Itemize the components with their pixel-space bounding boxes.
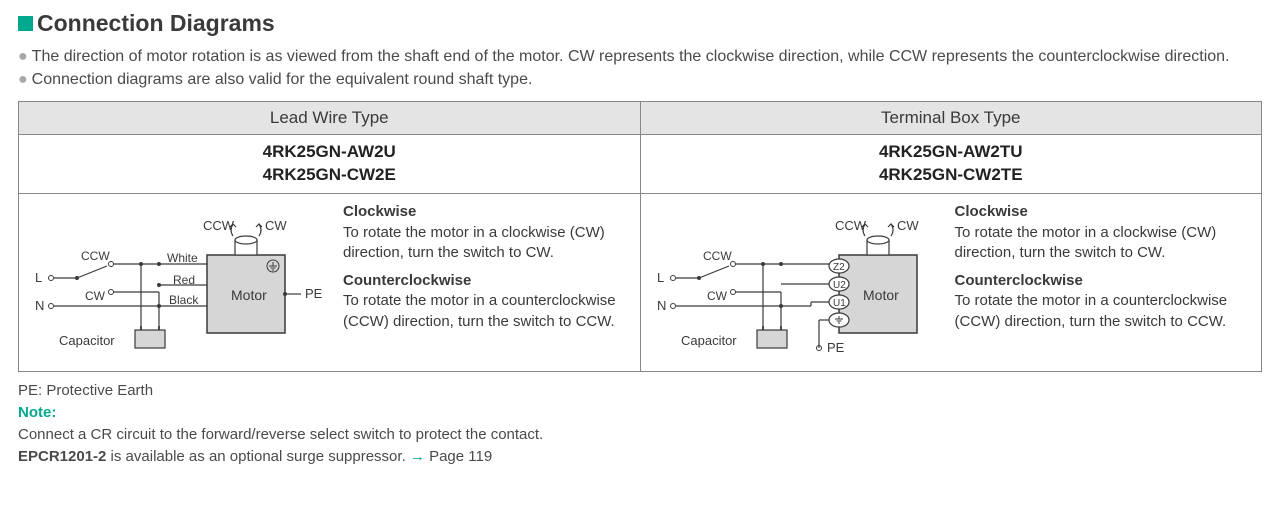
- bullet-dot-icon: ●: [18, 45, 28, 68]
- ccw-sw-t: CCW: [703, 249, 732, 263]
- note-label: Note:: [18, 402, 1262, 424]
- ccw-sw: CCW: [81, 249, 110, 263]
- section-title: Connection Diagrams: [18, 10, 1262, 37]
- title-square-icon: [18, 16, 33, 31]
- ccw-heading: Counterclockwise: [343, 271, 630, 291]
- bullet-2-text: Connection diagrams are also valid for t…: [32, 68, 533, 91]
- pe-label-t: PE: [827, 340, 845, 355]
- table-diagram-row: Motor CCW CW: [19, 194, 1262, 372]
- diagram-cell-lead: Motor CCW CW: [19, 194, 641, 372]
- col-header-lead: Lead Wire Type: [19, 102, 641, 135]
- models-lead: 4RK25GN-AW2U 4RK25GN-CW2E: [19, 135, 641, 194]
- table-model-row: 4RK25GN-AW2U 4RK25GN-CW2E 4RK25GN-AW2TU …: [19, 135, 1262, 194]
- cw-sw: CW: [85, 289, 106, 303]
- epcr-line: EPCR1201-2 is available as an optional s…: [18, 446, 1262, 468]
- note-body: Connect a CR circuit to the forward/reve…: [18, 424, 1262, 446]
- l-label-t: L: [657, 270, 664, 285]
- diagram-cell-terminal: Motor CCW CW Z2 U2 U1: [640, 194, 1262, 372]
- cw-body: To rotate the motor in a clockwise (CW) …: [343, 223, 630, 264]
- term-z2: Z2: [833, 262, 845, 273]
- cw-top-t: CW: [897, 218, 919, 233]
- term-u1: U1: [833, 298, 846, 309]
- term-u2: U2: [833, 280, 846, 291]
- ccw-top-t: CCW: [835, 218, 867, 233]
- bullet-dot-icon: ●: [18, 68, 28, 91]
- model-lead-1: 4RK25GN-AW2U: [25, 141, 634, 164]
- model-term-2: 4RK25GN-CW2TE: [647, 164, 1256, 187]
- cap-label-t: Capacitor: [681, 333, 737, 348]
- models-terminal: 4RK25GN-AW2TU 4RK25GN-CW2TE: [640, 135, 1262, 194]
- bullet-1-text: The direction of motor rotation is as vi…: [32, 45, 1262, 68]
- bullet-1: ● The direction of motor rotation is as …: [18, 45, 1262, 68]
- epcr-code: EPCR1201-2: [18, 448, 106, 465]
- bullet-2: ● Connection diagrams are also valid for…: [18, 68, 1262, 91]
- cw-sw-t: CW: [707, 289, 728, 303]
- cw-heading-t: Clockwise: [955, 202, 1252, 222]
- epcr-body: is available as an optional surge suppre…: [106, 448, 410, 465]
- cap-label: Capacitor: [59, 333, 115, 348]
- lead-text: Clockwise To rotate the motor in a clock…: [343, 200, 630, 365]
- footnotes: PE: Protective Earth Note: Connect a CR …: [18, 380, 1262, 467]
- intro-bullets: ● The direction of motor rotation is as …: [18, 45, 1262, 91]
- pe-label: PE: [305, 286, 323, 301]
- cw-top: CW: [265, 218, 287, 233]
- col-header-terminal: Terminal Box Type: [640, 102, 1262, 135]
- wire-black: Black: [169, 293, 199, 307]
- ccw-top: CCW: [203, 218, 235, 233]
- title-text: Connection Diagrams: [37, 10, 275, 37]
- pe-definition: PE: Protective Earth: [18, 380, 1262, 402]
- n-label: N: [35, 298, 44, 313]
- motor-label-t: Motor: [863, 287, 899, 303]
- n-label-t: N: [657, 298, 666, 313]
- wire-white: White: [167, 251, 198, 265]
- ccw-body: To rotate the motor in a counterclockwis…: [343, 291, 630, 332]
- table-header-row: Lead Wire Type Terminal Box Type: [19, 102, 1262, 135]
- model-lead-2: 4RK25GN-CW2E: [25, 164, 634, 187]
- cw-heading: Clockwise: [343, 202, 630, 222]
- connection-table: Lead Wire Type Terminal Box Type 4RK25GN…: [18, 101, 1262, 372]
- ccw-body-t: To rotate the motor in a counterclockwis…: [955, 291, 1252, 332]
- ccw-heading-t: Counterclockwise: [955, 271, 1252, 291]
- motor-label: Motor: [231, 287, 267, 303]
- wire-red: Red: [173, 273, 195, 287]
- terminal-text: Clockwise To rotate the motor in a clock…: [955, 200, 1252, 365]
- arrow-icon: →: [410, 448, 425, 465]
- terminal-box-diagram: Motor CCW CW Z2 U2 U1: [651, 200, 941, 365]
- lead-wire-diagram: Motor CCW CW: [29, 200, 329, 365]
- model-term-1: 4RK25GN-AW2TU: [647, 141, 1256, 164]
- l-label: L: [35, 270, 42, 285]
- page-ref: Page 119: [425, 448, 492, 465]
- cw-body-t: To rotate the motor in a clockwise (CW) …: [955, 223, 1252, 264]
